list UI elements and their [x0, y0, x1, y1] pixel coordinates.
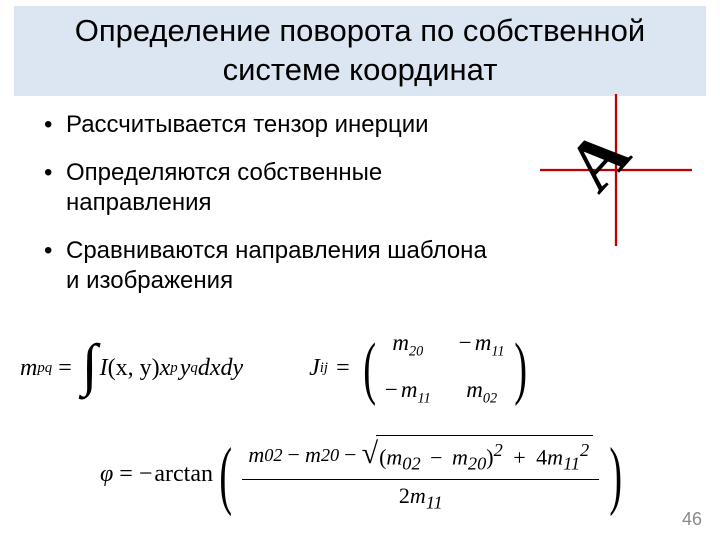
I-symbol: I [100, 355, 108, 382]
equals: = [336, 355, 350, 382]
formula-inertia-tensor: Jij = ( m20 −m11 −m11 m02 ) [309, 330, 532, 407]
fraction: m02 − m20 − √ (m02 − m20)2 + 4m112 [238, 435, 603, 514]
y-exp: q [190, 360, 197, 377]
minus: − [139, 461, 153, 488]
phi-symbol: φ [100, 461, 113, 488]
title-band: Определение поворота по собственной сист… [14, 6, 706, 96]
bullet-item: Рассчитывается тензор инерции [40, 110, 500, 140]
denominator: 2m11 [393, 480, 449, 514]
rotated-axis-figure: A [536, 90, 696, 250]
bullet-item: Определяются собственные направления [40, 158, 500, 218]
m-subscript: pq [37, 360, 52, 377]
arctan: arctan [154, 461, 213, 488]
y-base: y [180, 355, 191, 382]
numerator: m02 − m20 − √ (m02 − m20)2 + 4m112 [242, 435, 599, 480]
matrix-cell-22: m02 [459, 377, 505, 408]
bullet-item: Сравниваются направления шаблона и изобр… [40, 236, 500, 296]
page-number: 46 [682, 509, 702, 530]
sqrt: √ (m02 − m20)2 + 4m112 [362, 435, 594, 476]
slide-title: Определение поворота по собственной сист… [28, 12, 692, 90]
formula-row-1: mpq = ∫ I(x, y) xp yq dxdy Jij = ( m20 −… [20, 330, 700, 407]
formulas: mpq = ∫ I(x, y) xp yq dxdy Jij = ( m20 −… [20, 330, 700, 514]
m-symbol: m [20, 355, 37, 382]
x-exp: p [170, 360, 177, 377]
equals: = [119, 461, 133, 488]
bullet-list: Рассчитывается тензор инерции Определяют… [40, 110, 500, 314]
rotated-letter: A [551, 114, 645, 206]
formula-moment-integral: mpq = ∫ I(x, y) xp yq dxdy [20, 355, 243, 382]
formula-angle: φ = − arctan ( m02 − m20 − √ (m02 − m20)… [100, 435, 700, 514]
matrix-cell-12: −m11 [459, 330, 505, 361]
slide: Определение поворота по собственной сист… [0, 0, 720, 540]
matrix-body: m20 −m11 −m11 m02 [381, 330, 509, 407]
J-subscript: ij [320, 360, 328, 377]
x-base: x [160, 355, 171, 382]
J-symbol: J [309, 355, 320, 382]
matrix-cell-11: m20 [385, 330, 431, 361]
matrix: ( m20 −m11 −m11 m02 ) [358, 330, 532, 407]
equals: = [58, 355, 72, 382]
matrix-cell-21: −m11 [385, 377, 431, 408]
I-args: (x, y) [108, 355, 160, 382]
differential: dxdy [198, 355, 243, 382]
